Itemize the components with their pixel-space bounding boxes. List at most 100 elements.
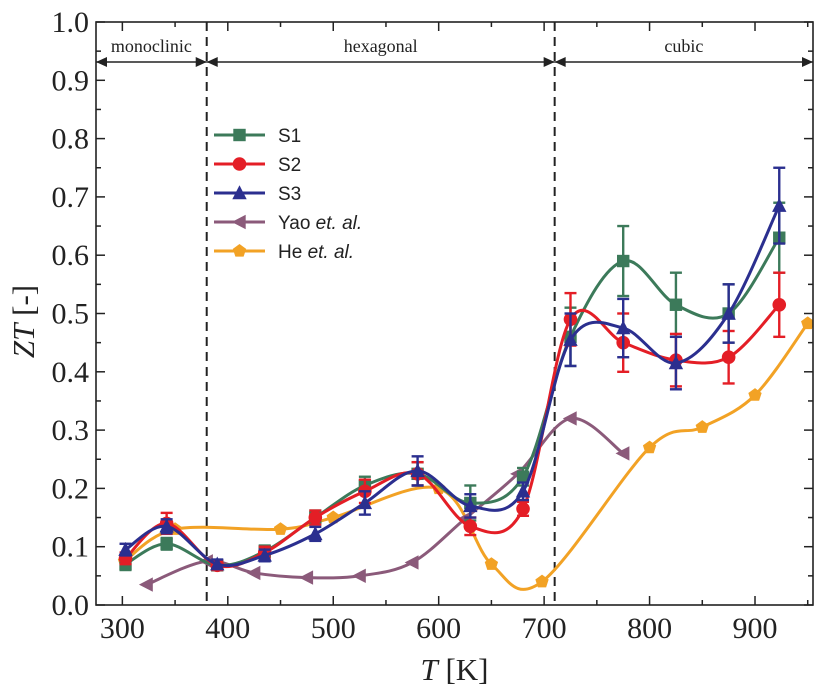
data-point-s3 — [563, 332, 578, 346]
data-point-s3 — [210, 556, 225, 571]
phase-label-monoclinic: monoclinic — [111, 36, 192, 56]
data-point-he — [801, 316, 813, 330]
legend-name: S3 — [278, 184, 301, 205]
series-he — [117, 316, 813, 591]
series-layer — [117, 166, 813, 592]
legend-name: S2 — [278, 155, 301, 176]
y-tick-label: 0.9 — [52, 64, 90, 97]
data-point-yao — [615, 446, 630, 461]
data-point-s3 — [515, 483, 531, 498]
x-tick-label: 600 — [416, 612, 461, 645]
data-point-s1 — [669, 298, 683, 311]
data-point-s2 — [772, 297, 787, 312]
legend-marker — [233, 128, 246, 142]
data-point-s3 — [159, 518, 174, 533]
series-s1 — [119, 201, 786, 572]
data-point-yao — [299, 570, 314, 585]
data-point-yao — [562, 411, 577, 426]
phase-arrow-head-left — [206, 57, 218, 67]
data-point-s3 — [668, 355, 684, 370]
legend-label: He et. al. — [278, 242, 354, 263]
y-tick-labels: 0.0 0.1 0.2 0.3 0.4 0.5 0.6 0.7 0.8 0.9 … — [52, 6, 90, 622]
legend-name: He — [278, 242, 302, 263]
phase-label-hexagonal: hexagonal — [344, 36, 418, 56]
data-point-s3 — [463, 498, 478, 513]
y-axis-unit: [-] — [6, 285, 41, 324]
x-tick-label: 900 — [733, 612, 778, 645]
phase-arrow-head-left — [96, 57, 107, 67]
phase-arrow-head-right — [543, 57, 555, 67]
series-line-s1 — [124, 236, 781, 567]
x-tick-label: 700 — [522, 612, 567, 645]
phase-annotations: monoclinic hexagonal cubic — [96, 36, 813, 67]
data-point-s1 — [516, 470, 530, 483]
y-tick-label: 0.8 — [52, 123, 90, 156]
data-point-he — [535, 574, 549, 588]
y-axis-title: ZT [-] — [6, 285, 41, 358]
y-tick-label: 0.6 — [52, 239, 90, 272]
phase-label-cubic: cubic — [664, 36, 703, 56]
data-point-s1 — [160, 537, 173, 550]
phase-boundaries — [205, 22, 556, 605]
legend-label: S1 — [278, 126, 301, 147]
data-point-s3 — [410, 463, 425, 478]
data-point-s3 — [257, 547, 272, 562]
data-point-s1 — [617, 254, 630, 268]
legend-name: S1 — [278, 126, 301, 147]
y-tick-label: 0.0 — [52, 589, 90, 622]
legend-suffix: et. al. — [302, 242, 354, 263]
data-point-s3 — [357, 495, 373, 510]
legend-entry-he: He et. al. — [214, 242, 354, 263]
x-tick-labels: 300 400 500 600 700 800 900 — [100, 612, 778, 645]
legend-label: S2 — [278, 155, 301, 176]
data-point-s3 — [616, 320, 631, 335]
y-tick-label: 1.0 — [52, 6, 90, 39]
data-point-yao — [138, 577, 153, 592]
data-point-yao — [246, 565, 261, 581]
legend-marker — [232, 157, 247, 171]
y-tick-label: 0.2 — [52, 472, 90, 505]
x-tick-label: 800 — [627, 612, 672, 645]
x-axis-unit: [K] — [438, 652, 489, 687]
data-point-yao — [351, 568, 366, 584]
legend-entry-yao: Yao et. al. — [214, 213, 362, 234]
y-tick-label: 0.3 — [52, 414, 90, 447]
legend-marker — [232, 185, 247, 200]
x-tick-label: 300 — [100, 612, 145, 645]
legend-entry-s3: S3 — [214, 184, 301, 205]
phase-arrow-head-left — [554, 57, 566, 67]
phase-arrow-head-right — [195, 57, 207, 67]
legend-label: S3 — [278, 184, 301, 205]
data-point-he — [484, 557, 499, 570]
data-point-yao — [404, 555, 419, 570]
data-point-s2 — [721, 350, 736, 365]
y-tick-label: 0.4 — [52, 356, 90, 389]
x-tick-label: 400 — [205, 612, 250, 645]
legend-suffix: et. al. — [310, 213, 362, 234]
legend-name: Yao — [278, 213, 310, 234]
y-tick-label: 0.5 — [52, 298, 90, 331]
data-point-s2 — [463, 519, 478, 534]
legend-entry-s1: S1 — [214, 126, 301, 147]
data-point-he — [695, 420, 709, 433]
data-point-he — [642, 440, 657, 454]
data-point-s3 — [308, 526, 323, 541]
legend-marker — [231, 214, 246, 230]
x-tick-label: 500 — [311, 612, 356, 645]
data-point-he — [273, 522, 288, 535]
data-point-he — [748, 388, 762, 401]
legend-label: Yao et. al. — [278, 213, 362, 234]
data-point-s2 — [308, 510, 323, 525]
phase-arrow-head-right — [802, 57, 813, 67]
legend: S1 S2 S3 Yao et. al. He et. al. — [214, 126, 362, 263]
plot-frame — [95, 21, 814, 606]
legend-entry-s2: S2 — [214, 155, 301, 176]
y-tick-label: 0.7 — [52, 181, 90, 214]
legend-marker — [232, 244, 247, 257]
data-point-s3 — [118, 541, 133, 556]
y-tick-label: 0.1 — [52, 531, 90, 564]
axis-ticks — [96, 21, 813, 606]
data-point-s3 — [721, 305, 736, 320]
series-s3 — [118, 166, 787, 571]
